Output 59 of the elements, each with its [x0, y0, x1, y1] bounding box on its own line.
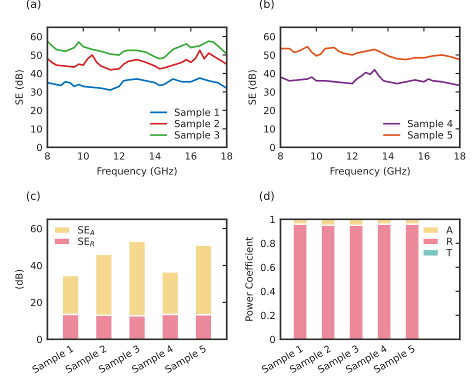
legend-label: T: [446, 249, 452, 256]
x-tick-label: 8: [278, 152, 283, 160]
y-tick-label: 0.4: [260, 288, 276, 296]
x-tick-label: 16: [418, 152, 430, 160]
legend-label: Sample 4: [408, 120, 452, 130]
y-axis-title: Power Coefficient: [245, 237, 253, 321]
y-tick-label: 40: [30, 262, 42, 270]
y-tick-label: 0: [270, 336, 275, 344]
y-tick-label: 0: [36, 144, 42, 152]
y-tick-label: 20: [30, 298, 42, 306]
x-tick-label: 12: [347, 152, 358, 160]
line-series: [47, 50, 227, 71]
legend-label: Sample 3: [174, 131, 220, 140]
x-tick-label: 10: [78, 152, 89, 160]
y-tick-label: 0: [36, 336, 42, 344]
y-tick-label: 0.6: [260, 264, 276, 272]
y-tick-label: 20: [264, 106, 275, 114]
y-axis-title: (dB): [15, 270, 24, 289]
y-tick-label: 0: [270, 144, 275, 152]
y-tick-label: 20: [30, 106, 42, 114]
legend-label: SE$_{R}$: [78, 238, 94, 246]
x-tick-label: 10: [311, 152, 322, 160]
x-tick-label: 8: [44, 152, 50, 160]
line-series: [47, 77, 227, 91]
legend-label: Sample 2: [174, 120, 219, 130]
y-axis-title: SE (dB): [248, 70, 257, 105]
line-series: [47, 40, 227, 60]
chart-title: (c): [26, 191, 40, 202]
chart-title: (d): [260, 191, 274, 202]
y-tick-label: 60: [264, 33, 275, 40]
legend-label: Sample 1: [174, 108, 219, 118]
x-tick-label: 14: [382, 152, 394, 160]
line-series: [280, 46, 460, 60]
x-tick-label: 16: [186, 152, 196, 160]
y-tick-label: 0.8: [260, 240, 275, 248]
y-axis-title: SE (dB): [15, 70, 24, 105]
y-tick-label: 10: [31, 125, 42, 133]
y-tick-label: 30: [264, 88, 275, 96]
y-tick-label: 60: [30, 225, 42, 232]
y-tick-label: 40: [30, 70, 42, 78]
legend-label: A: [446, 226, 453, 234]
legend-label: R: [447, 238, 453, 245]
y-tick-label: 40: [264, 70, 275, 78]
y-tick-label: 1: [270, 216, 275, 223]
x-axis-title: Frequency (GHz): [330, 167, 410, 177]
legend-label: SE$_{A}$: [78, 226, 94, 236]
x-tick-label: 14: [150, 152, 161, 160]
y-tick-label: 50: [264, 51, 275, 59]
y-tick-label: 0.2: [260, 312, 275, 320]
x-tick-label: 18: [454, 152, 466, 160]
line-series: [280, 68, 460, 86]
y-tick-label: 50: [30, 51, 42, 59]
y-tick-label: 60: [30, 33, 42, 40]
x-tick-label: 12: [114, 152, 124, 160]
x-axis-title: Frequency (GHz): [98, 167, 177, 177]
legend-label: Sample 5: [408, 131, 452, 140]
y-tick-label: 10: [264, 125, 275, 133]
y-tick-label: 30: [30, 88, 42, 96]
x-tick-label: 18: [222, 152, 232, 160]
